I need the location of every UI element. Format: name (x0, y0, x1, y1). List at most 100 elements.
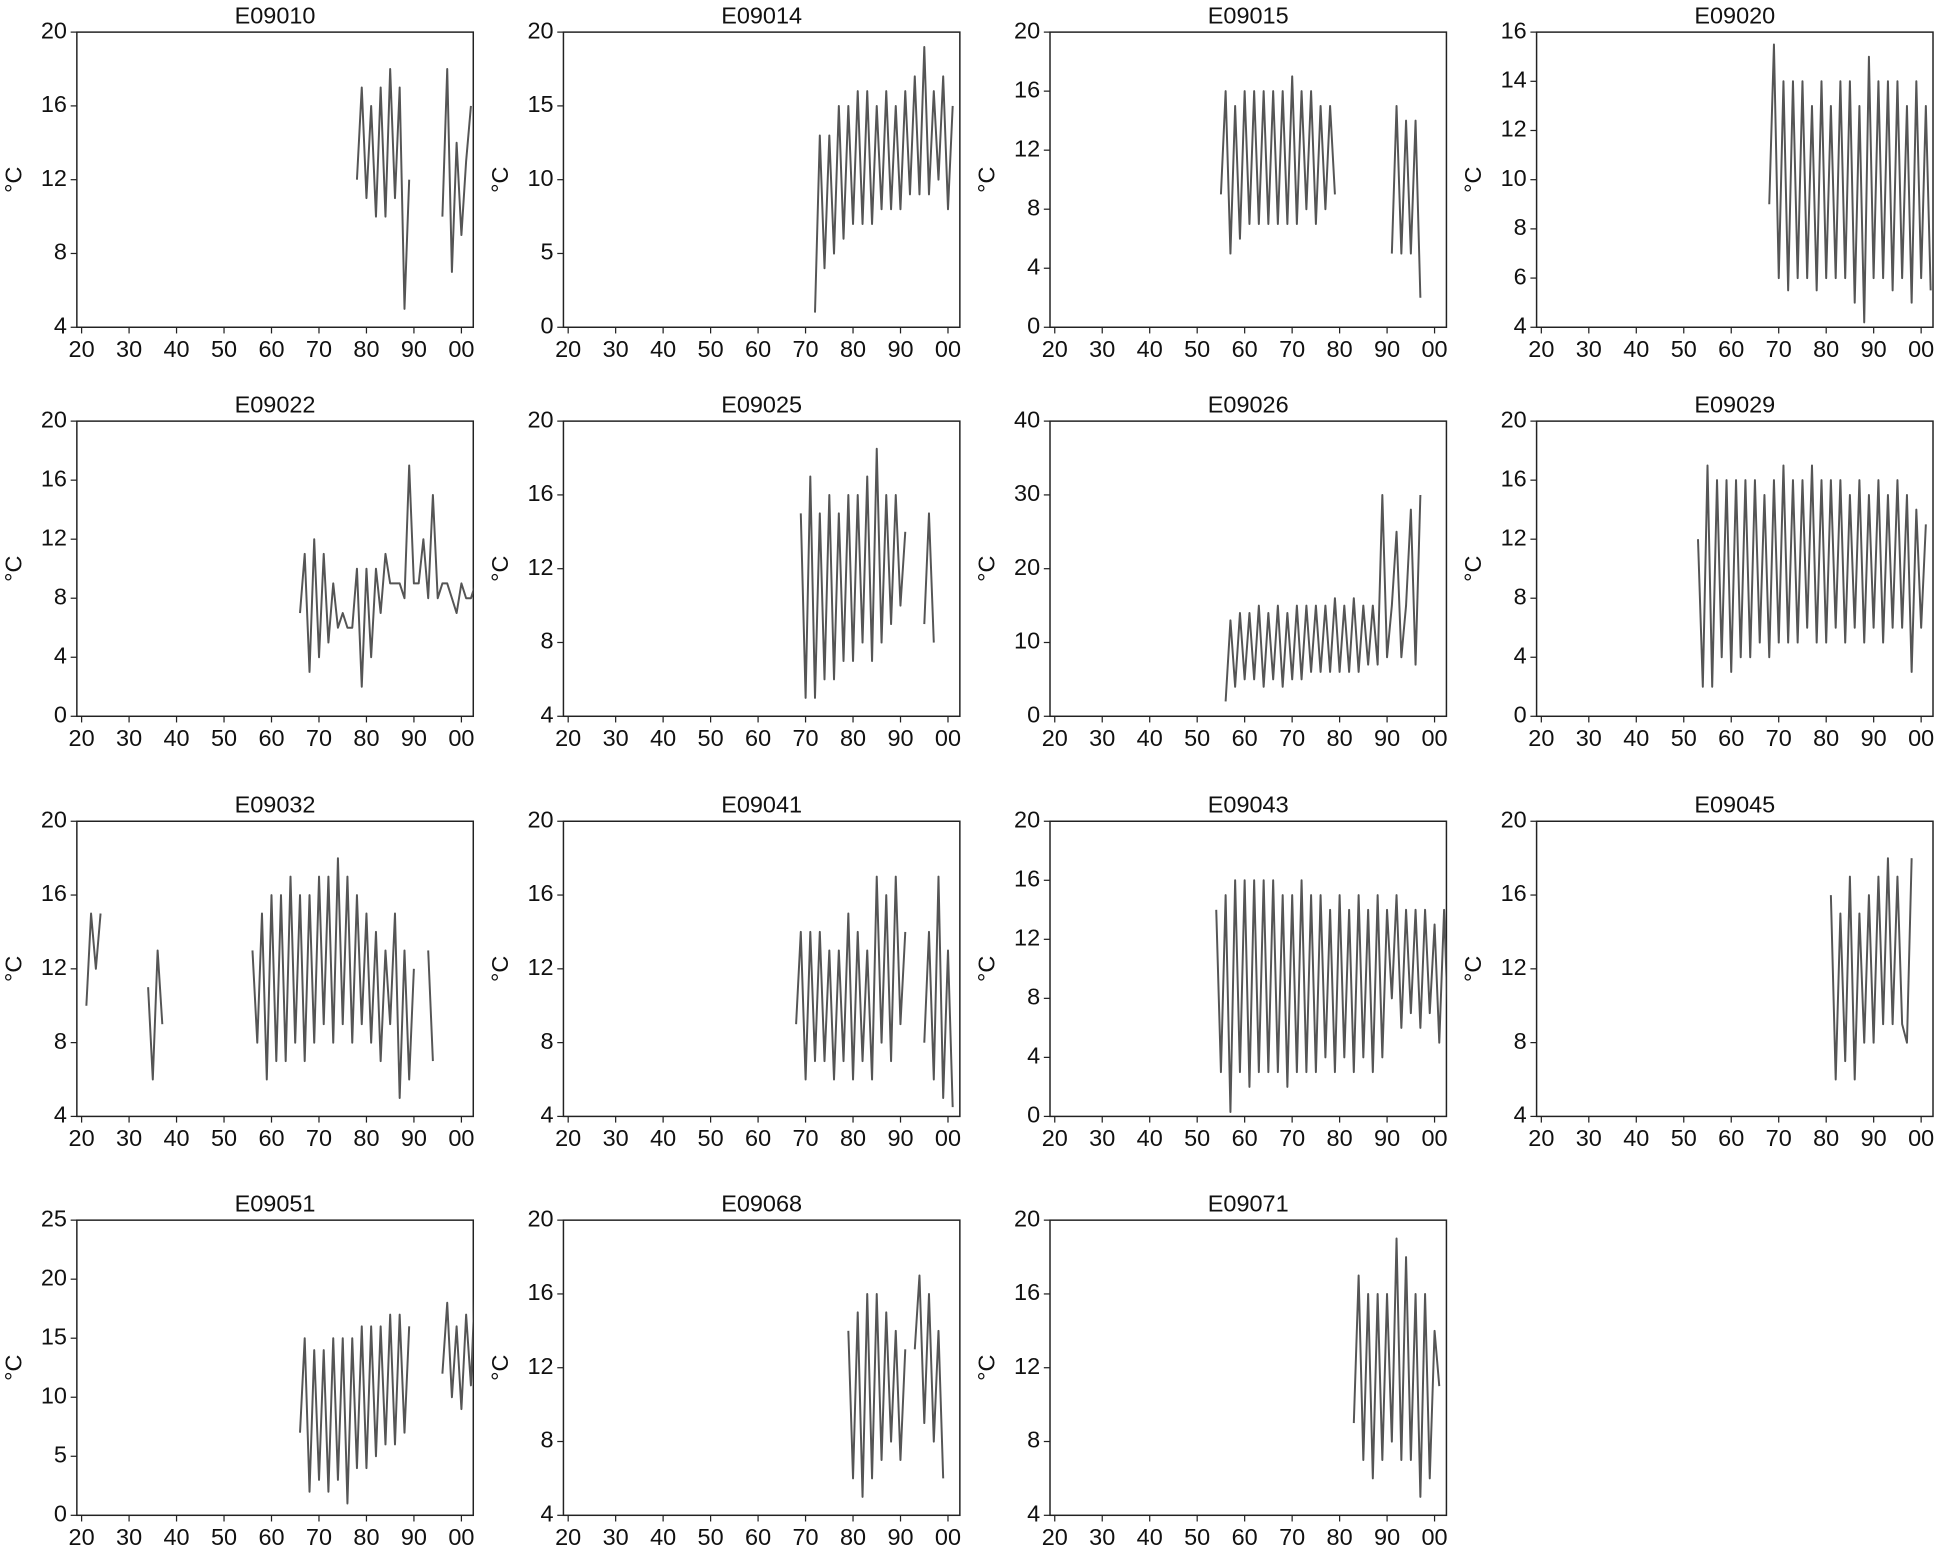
x-tick-label: 60 (1718, 1125, 1744, 1151)
x-tick-label: 50 (1671, 336, 1697, 362)
x-tick-label: 50 (211, 725, 237, 751)
x-tick-label: 70 (793, 1524, 819, 1550)
y-tick-label: 20 (41, 1264, 67, 1290)
plot-frame (1049, 420, 1448, 718)
y-tick-label: 16 (527, 480, 553, 506)
x-tick-label: 50 (1671, 725, 1697, 751)
x-tick-label: 90 (1374, 725, 1400, 751)
x-tick-label: 70 (793, 1125, 819, 1151)
x-tick-label: 80 (1327, 1524, 1353, 1550)
data-line (355, 68, 472, 310)
panel: E09071 °C 4 8 12 16 20 20 30 40 50 60 70 80 90 00 (973, 1191, 1447, 1550)
x-tick-label: 60 (258, 1524, 284, 1550)
y-tick-label: 20 (41, 406, 67, 432)
y-axis-label: °C (487, 166, 513, 192)
y-axis-label: °C (1460, 166, 1486, 192)
y-tick-label: 0 (1514, 701, 1527, 727)
x-tick-label: 50 (211, 1524, 237, 1550)
y-tick-label: 8 (54, 239, 67, 265)
y-tick-label: 20 (1501, 806, 1527, 832)
x-tick-label: 80 (1327, 336, 1353, 362)
y-tick-label: 15 (41, 1323, 67, 1349)
x-tick-label: 50 (1184, 336, 1210, 362)
x-tick-label: 60 (1718, 336, 1744, 362)
x-tick-label: 60 (745, 336, 771, 362)
panel-title: E09043 (1208, 792, 1289, 818)
plot-frame (562, 820, 961, 1118)
panel: E09045 °C 4 8 12 16 20 20 30 40 50 60 70 80 90 00 (1460, 792, 1934, 1151)
x-tick-label: 40 (1137, 725, 1163, 751)
plot-frame (76, 1219, 475, 1517)
x-tick-label: 60 (745, 725, 771, 751)
plot-frame (76, 820, 475, 1118)
y-tick-label: 16 (1014, 1279, 1040, 1305)
x-tick-label: 50 (698, 725, 724, 751)
y-tick-label: 20 (527, 806, 553, 832)
x-tick-label: 70 (1279, 336, 1305, 362)
y-tick-label: 16 (1501, 17, 1527, 43)
x-tick-label: 40 (1623, 336, 1649, 362)
y-tick-label: 10 (1014, 628, 1040, 654)
y-tick-label: 12 (1501, 954, 1527, 980)
x-tick-label: 40 (1137, 1524, 1163, 1550)
y-tick-label: 25 (41, 1205, 67, 1231)
y-tick-label: 8 (1514, 1028, 1527, 1054)
y-tick-label: 4 (54, 642, 67, 668)
y-tick-label: 20 (527, 17, 553, 43)
panel-title: E09032 (235, 792, 316, 818)
y-tick-label: 16 (41, 880, 67, 906)
plot-frame (1535, 420, 1934, 718)
x-tick-label: 80 (840, 1524, 866, 1550)
y-tick-label: 0 (54, 701, 67, 727)
plot-frame (1535, 820, 1934, 1118)
x-tick-label: 00 (1422, 725, 1448, 751)
y-tick-label: 14 (1501, 67, 1527, 93)
x-tick-label: 50 (1184, 1524, 1210, 1550)
x-tick-label: 60 (258, 336, 284, 362)
y-tick-label: 0 (541, 312, 554, 338)
y-tick-label: 8 (54, 1028, 67, 1054)
data-line (1224, 493, 1422, 702)
y-tick-label: 8 (541, 628, 554, 654)
x-tick-label: 80 (353, 1125, 379, 1151)
panel-title: E09020 (1694, 2, 1775, 28)
y-axis-label: °C (973, 1355, 999, 1381)
x-tick-label: 90 (1374, 336, 1400, 362)
x-tick-label: 90 (1374, 1524, 1400, 1550)
x-tick-label: 90 (401, 1125, 427, 1151)
x-tick-label: 20 (555, 336, 581, 362)
y-axis-label: °C (0, 1355, 26, 1381)
x-tick-label: 00 (935, 1524, 961, 1550)
y-tick-label: 16 (41, 465, 67, 491)
y-tick-label: 12 (1014, 925, 1040, 951)
data-line (299, 1301, 474, 1505)
x-tick-label: 60 (1232, 1524, 1258, 1550)
data-line (299, 464, 474, 688)
x-tick-label: 20 (1042, 1125, 1068, 1151)
x-tick-label: 70 (1766, 336, 1792, 362)
x-tick-label: 00 (1908, 1125, 1934, 1151)
x-tick-label: 60 (1232, 336, 1258, 362)
x-tick-label: 00 (935, 336, 961, 362)
plot-frame (562, 1219, 961, 1517)
x-tick-label: 20 (1528, 1125, 1554, 1151)
y-tick-label: 4 (541, 701, 554, 727)
y-tick-label: 12 (1014, 135, 1040, 161)
panel-title: E09045 (1694, 792, 1775, 818)
x-tick-label: 20 (69, 336, 95, 362)
y-axis-label: °C (1460, 956, 1486, 982)
y-tick-label: 8 (1027, 984, 1040, 1010)
y-axis-label: °C (487, 1355, 513, 1381)
y-tick-label: 8 (54, 583, 67, 609)
x-tick-label: 40 (164, 1524, 190, 1550)
y-tick-label: 8 (1514, 214, 1527, 240)
y-tick-label: 12 (1501, 116, 1527, 142)
x-tick-label: 90 (1861, 1125, 1887, 1151)
panel-title: E09015 (1208, 2, 1289, 28)
y-tick-label: 4 (1514, 1102, 1527, 1128)
plot-frame (76, 420, 475, 718)
x-tick-label: 50 (211, 1125, 237, 1151)
y-tick-label: 12 (41, 165, 67, 191)
y-tick-label: 10 (527, 165, 553, 191)
